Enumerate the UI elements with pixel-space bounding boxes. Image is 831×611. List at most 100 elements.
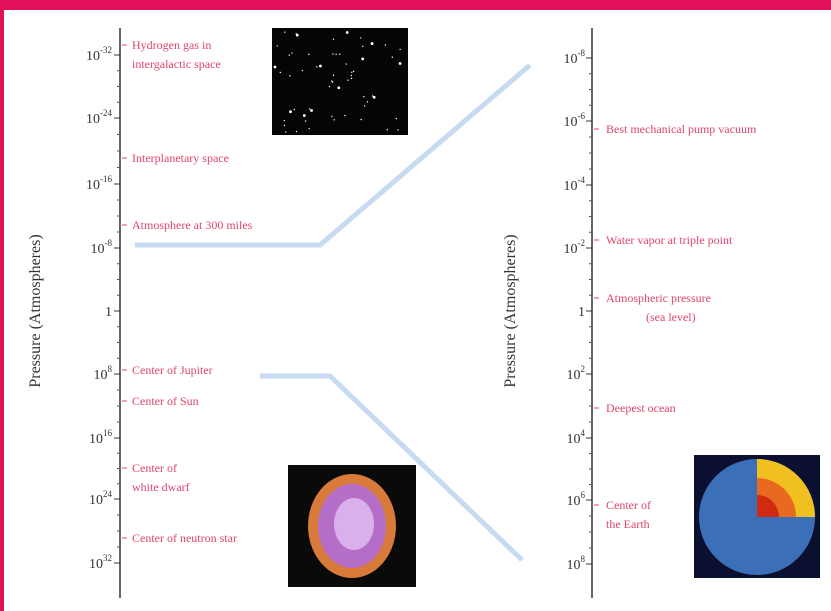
tick-label: 108 [567,554,586,573]
tick-exponent: -2 [578,238,586,248]
annotation: Atmospheric pressure [606,291,711,305]
tick-base: 1 [105,305,112,320]
star [387,129,388,130]
star [289,54,290,55]
annotation: Hydrogen gas in [132,38,211,52]
tick-base: 10 [564,115,578,130]
tick-label: 108 [94,364,113,383]
star [296,33,297,34]
annotation: (sea level) [646,310,696,324]
star [291,52,292,53]
star [294,109,295,110]
tick-base: 10 [89,432,103,447]
tick-exponent: 24 [103,489,113,499]
star [329,86,330,87]
annotation: Best mechanical pump vacuum [606,122,757,136]
axis-title: Pressure (Atmospheres) [502,234,519,387]
tick-base: 10 [567,558,581,573]
star [335,54,336,55]
tick-base: 10 [86,49,100,64]
star [385,44,386,45]
left-border [0,0,4,611]
star [302,70,303,71]
star [284,125,285,126]
tick-label: 104 [567,428,586,447]
tick-label: 10-16 [86,174,112,193]
star [337,86,340,89]
star [364,105,365,106]
star [360,119,361,120]
annotation: Center of Sun [132,394,199,408]
tick-exponent: -24 [100,108,112,118]
tick-base: 1 [578,305,585,320]
tick-label: 10-2 [564,238,586,257]
star [399,49,400,50]
tick-exponent: 8 [581,554,586,564]
annotation: intergalactic space [132,57,221,71]
star [397,129,398,130]
annotation: Interplanetary space [132,151,229,165]
star [361,58,364,61]
axis-title: Pressure (Atmospheres) [27,234,44,387]
tick-exponent: 2 [581,364,586,374]
tick-exponent: -32 [100,45,112,55]
star [399,62,402,65]
star [392,57,393,58]
tick-base: 10 [86,112,100,127]
tick-base: 10 [94,368,108,383]
starfield-image [272,28,408,135]
star [277,45,278,46]
tick-exponent: -4 [578,175,586,185]
tick-label: 10-8 [91,238,113,257]
star [344,115,345,116]
star [331,116,332,117]
annotation: Water vapor at triple point [606,233,733,247]
star [339,54,340,55]
star [289,75,290,76]
annotation: Center of [132,461,177,475]
tick-base: 10 [564,52,578,67]
star [289,110,292,113]
star [346,31,349,34]
tick-exponent: -8 [105,238,113,248]
tick-exponent: 8 [108,364,113,374]
star [316,66,317,67]
top-bar [0,0,831,10]
tick-label: 10-32 [86,45,112,64]
star [351,75,352,76]
tick-label: 10-8 [564,48,586,67]
star [284,31,285,32]
tick-exponent: 32 [103,553,112,563]
tick-base: 10 [567,494,581,509]
tick-exponent: -8 [578,48,586,58]
tick-label: 102 [567,364,586,383]
star [274,66,277,69]
star [353,71,354,72]
star [305,120,306,121]
tick-base: 10 [567,368,581,383]
star [280,72,281,73]
star [371,42,374,45]
star [396,118,397,119]
tick-label: 1032 [89,553,112,572]
earth-image [694,455,820,578]
star [310,109,313,112]
annotation: Center of Jupiter [132,363,213,377]
star [331,80,332,81]
star [333,39,334,40]
annotation: Deepest ocean [606,401,676,415]
annotation: Center of [606,498,651,512]
star [284,120,285,121]
annotation: Atmosphere at 300 miles [132,218,253,232]
tick-base: 10 [86,178,100,193]
star [351,78,352,79]
nebula-image [288,465,416,587]
star [319,65,322,68]
tick-exponent: 16 [103,428,113,438]
star [346,63,347,64]
tick-base: 10 [89,557,103,572]
star [367,101,368,102]
tick-label: 1024 [89,489,113,508]
tick-base: 10 [564,179,578,194]
star [296,131,297,132]
